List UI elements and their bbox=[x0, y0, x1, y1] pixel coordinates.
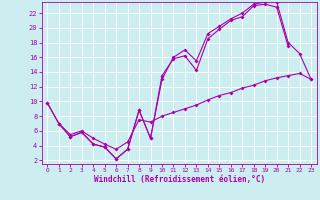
X-axis label: Windchill (Refroidissement éolien,°C): Windchill (Refroidissement éolien,°C) bbox=[94, 175, 265, 184]
